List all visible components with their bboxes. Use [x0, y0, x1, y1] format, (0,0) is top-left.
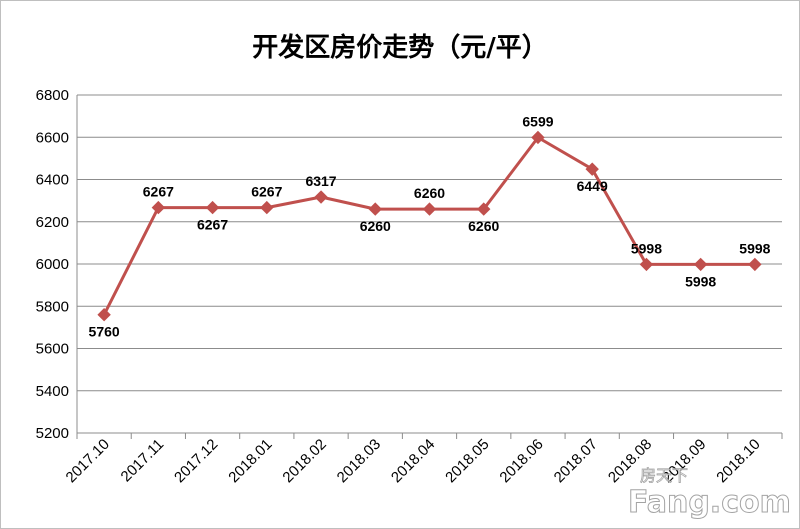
- y-tick-label: 5400: [36, 383, 69, 400]
- data-point-marker: [585, 162, 599, 176]
- data-point-marker: [260, 200, 274, 215]
- data-label: 6267: [251, 184, 282, 200]
- chart-title: 开发区房价走势（元/平）: [252, 32, 548, 63]
- y-axis-ticks: 5200 5400 5600 5800 6000 6200 6400 6600 6800: [36, 87, 69, 442]
- data-point-marker: [151, 200, 166, 215]
- y-tick-label: 6000: [36, 256, 69, 273]
- data-label: 6260: [414, 185, 445, 201]
- x-tick-label: 2017.11: [118, 436, 168, 486]
- series: [97, 130, 762, 322]
- data-point-marker: [314, 190, 328, 204]
- data-point-marker: [693, 257, 708, 272]
- x-tick-label: 2018.03: [334, 436, 384, 486]
- y-tick-label: 5200: [36, 425, 69, 442]
- data-label: 5998: [685, 273, 716, 289]
- watermark: 房天下 Fang.com: [628, 466, 792, 521]
- x-tick-label: 2018.02: [279, 436, 329, 486]
- data-label: 6317: [305, 173, 336, 189]
- x-tick-label: 2018.10: [713, 436, 763, 486]
- data-point-marker: [422, 202, 437, 216]
- y-tick-label: 5800: [36, 298, 69, 315]
- y-tick-label: 5600: [36, 341, 69, 358]
- data-label: 6267: [197, 217, 228, 233]
- x-tick-label: 2017.12: [171, 436, 221, 486]
- y-tick-label: 6200: [36, 214, 69, 231]
- x-tick-label: 2018.04: [388, 436, 438, 486]
- x-tick-label: 2017.10: [63, 436, 113, 486]
- data-label: 5760: [89, 324, 120, 340]
- y-tick-label: 6600: [36, 129, 69, 146]
- gridlines: [77, 94, 782, 392]
- data-label: 6449: [577, 178, 608, 194]
- data-point-marker: [368, 202, 382, 216]
- data-point-marker: [205, 200, 220, 215]
- data-label: 5998: [739, 240, 770, 256]
- data-point-marker: [639, 257, 654, 272]
- x-tick-label: 2018.05: [442, 436, 492, 486]
- data-label: 6599: [522, 113, 553, 129]
- data-point-marker: [477, 202, 491, 216]
- data-point-marker: [531, 130, 545, 145]
- data-label: 6260: [360, 218, 391, 234]
- axes: [76, 95, 783, 439]
- data-label: 6267: [143, 184, 174, 200]
- data-label: 6260: [468, 218, 499, 234]
- watermark-cn: 房天下: [640, 466, 688, 485]
- x-tick-label: 2018.06: [496, 436, 546, 486]
- y-tick-label: 6400: [36, 172, 69, 189]
- x-tick-label: 2018.01: [225, 436, 275, 486]
- data-labels: 5760 6267 6267 6267 6317 6260 6260 6260 6599 6449…: [89, 113, 771, 339]
- data-label: 5998: [631, 240, 662, 256]
- watermark-en: Fang.com: [628, 485, 791, 520]
- data-point-marker: [748, 257, 762, 272]
- y-tick-label: 6800: [36, 87, 69, 104]
- data-point-marker: [97, 307, 111, 322]
- x-tick-label: 2018.07: [551, 436, 601, 486]
